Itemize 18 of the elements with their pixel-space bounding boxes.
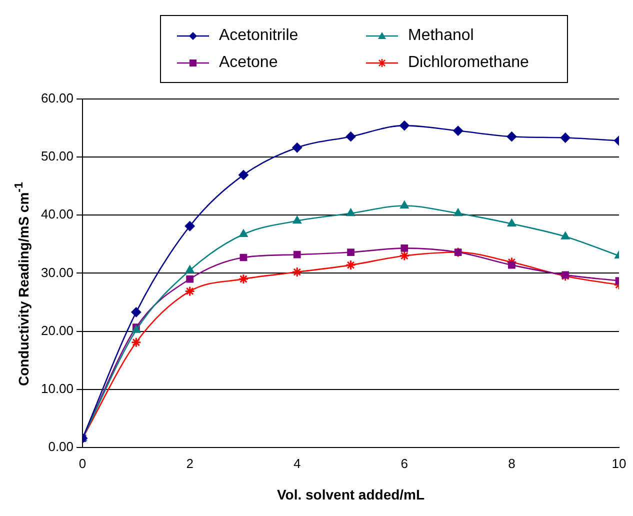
- y-tick-label: 60.00: [40, 90, 74, 106]
- x-tick-label: 10: [612, 456, 626, 471]
- y-tick-label: 0.00: [48, 439, 74, 454]
- legend-label: Acetone: [219, 54, 278, 72]
- x-tick-label: 8: [508, 456, 516, 471]
- x-tick-label: 0: [78, 456, 86, 471]
- x-tick-label: 6: [400, 456, 408, 471]
- x-axis-title: Vol. solvent added/mL: [276, 486, 425, 502]
- x-tick-label: 4: [294, 456, 301, 471]
- y-tick-label: 10.00: [40, 381, 74, 396]
- legend-label: Acetonitrile: [219, 26, 298, 44]
- y-tick-label: 40.00: [40, 206, 74, 222]
- y-tick-label: 30.00: [40, 264, 74, 280]
- legend-label: Dichloromethane: [408, 54, 529, 72]
- y-tick-label: 20.00: [40, 322, 74, 338]
- legend-label: Methanol: [408, 26, 474, 44]
- y-tick-label: 50.00: [40, 148, 74, 164]
- x-tick-label: 2: [186, 456, 194, 471]
